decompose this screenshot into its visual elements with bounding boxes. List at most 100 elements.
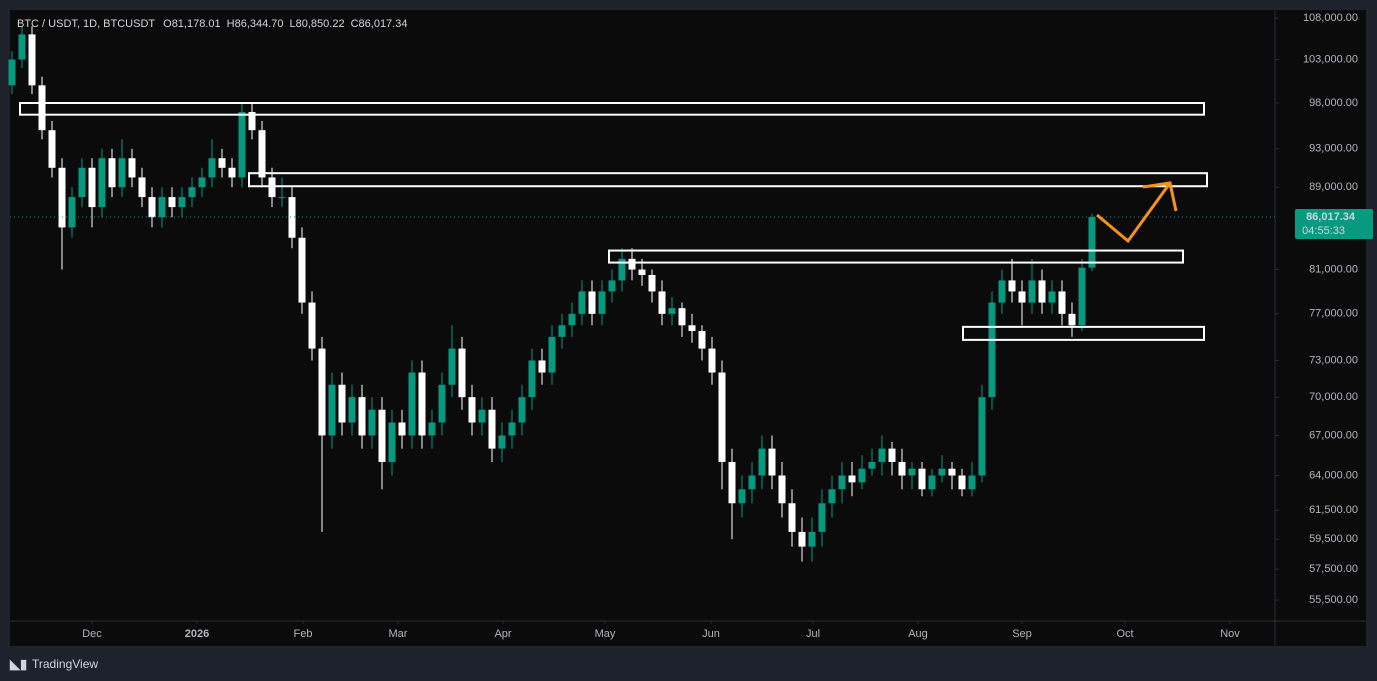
candle-body bbox=[648, 274, 656, 292]
legend-value: 81,178.01 bbox=[172, 18, 221, 30]
candle-body bbox=[468, 397, 476, 423]
chart-title: BTC / USDT, 1D, BTCUSDT bbox=[17, 18, 155, 30]
candle-body bbox=[68, 197, 76, 228]
candle-body bbox=[308, 302, 316, 349]
candle-body bbox=[1078, 267, 1086, 326]
candle-body bbox=[398, 422, 406, 436]
last-price-label: 86,017.34 bbox=[1306, 211, 1356, 223]
zone bbox=[608, 249, 1184, 264]
candle-body bbox=[98, 158, 106, 208]
candle-body bbox=[368, 409, 376, 436]
x-tick-label: Aug bbox=[908, 628, 928, 640]
legend-value: 86,344.70 bbox=[235, 18, 284, 30]
y-tick-label: 77,000.00 bbox=[1309, 308, 1358, 320]
candle-body bbox=[728, 461, 736, 504]
y-tick-label: 57,500.00 bbox=[1309, 563, 1358, 575]
candle-body bbox=[378, 409, 386, 462]
candle-body bbox=[618, 258, 626, 281]
candle-body bbox=[478, 409, 486, 423]
candle-body bbox=[498, 435, 506, 449]
candle-body bbox=[788, 503, 796, 532]
x-tick-label: Jul bbox=[806, 628, 820, 640]
candle-body bbox=[138, 177, 146, 198]
candle-body bbox=[528, 360, 536, 398]
candle-body bbox=[1068, 313, 1076, 326]
candle-body bbox=[388, 422, 396, 462]
candle-body bbox=[948, 468, 956, 476]
candle-body bbox=[458, 348, 466, 398]
candle-body bbox=[1088, 217, 1096, 268]
candle-body bbox=[1028, 280, 1036, 303]
candle-body bbox=[938, 468, 946, 476]
candle-body bbox=[258, 130, 266, 178]
candle-body bbox=[338, 384, 346, 423]
candle-body bbox=[568, 313, 576, 326]
branding: TradingView bbox=[32, 657, 98, 671]
y-tick-label: 67,000.00 bbox=[1309, 429, 1358, 441]
candle-body bbox=[698, 331, 706, 349]
candle-body bbox=[348, 397, 356, 423]
candle-body bbox=[8, 59, 16, 86]
candle-body bbox=[418, 372, 426, 436]
x-tick-label: Dec bbox=[82, 628, 102, 640]
candle-body bbox=[438, 384, 446, 423]
zone bbox=[19, 102, 1205, 116]
candle-body bbox=[828, 489, 836, 504]
candle-body bbox=[488, 409, 496, 449]
y-tick-label: 59,500.00 bbox=[1309, 533, 1358, 545]
candle-body bbox=[328, 384, 336, 436]
x-tick-label: Jun bbox=[702, 628, 720, 640]
countdown: 04:55:33 bbox=[1302, 225, 1345, 237]
candle-body bbox=[998, 280, 1006, 303]
candle-body bbox=[48, 130, 56, 168]
candle-body bbox=[778, 475, 786, 504]
candle-body bbox=[1008, 280, 1016, 292]
legend-key: L bbox=[290, 18, 296, 30]
legend-key: H bbox=[227, 18, 235, 30]
candle-body bbox=[628, 258, 636, 270]
candle-body bbox=[968, 475, 976, 490]
logo: ◣▮ TradingView bbox=[9, 656, 98, 671]
candle-body bbox=[168, 197, 176, 208]
candle-body bbox=[718, 372, 726, 462]
candle-body bbox=[518, 397, 526, 423]
y-tick-label: 70,000.00 bbox=[1309, 391, 1358, 403]
candle-body bbox=[188, 187, 196, 198]
legend-key: C bbox=[351, 18, 359, 30]
candle-body bbox=[88, 167, 96, 208]
candle-body bbox=[928, 475, 936, 490]
plot bbox=[8, 26, 1275, 562]
candle-body bbox=[888, 448, 896, 462]
candle-body bbox=[678, 308, 686, 326]
candle-body bbox=[898, 461, 906, 476]
candle-body bbox=[1048, 291, 1056, 303]
y-tick-label: 89,000.00 bbox=[1309, 181, 1358, 193]
candle-body bbox=[18, 34, 26, 60]
candle-body bbox=[78, 167, 86, 198]
candle-body bbox=[1018, 291, 1026, 303]
candle-body bbox=[688, 325, 696, 332]
y-tick-label: 81,000.00 bbox=[1309, 263, 1358, 275]
y-tick-label: 61,500.00 bbox=[1309, 504, 1358, 516]
candle-body bbox=[548, 336, 556, 373]
candle-body bbox=[858, 468, 866, 483]
candle-body bbox=[818, 503, 826, 532]
x-tick-label: Oct bbox=[1116, 628, 1133, 640]
candle-body bbox=[868, 461, 876, 469]
y-tick-label: 73,000.00 bbox=[1309, 354, 1358, 366]
candle-body bbox=[278, 197, 286, 199]
x-tick-label: Apr bbox=[494, 628, 511, 640]
y-tick-label: 108,000.00 bbox=[1303, 12, 1358, 24]
candle-body bbox=[508, 422, 516, 436]
x-tick-label: 2026 bbox=[185, 628, 209, 640]
x-tick-label: Nov bbox=[1220, 628, 1240, 640]
candle-body bbox=[318, 348, 326, 436]
candle-body bbox=[158, 197, 166, 218]
candle-body bbox=[768, 448, 776, 476]
y-tick-label: 93,000.00 bbox=[1309, 143, 1358, 155]
last-price-box bbox=[1295, 209, 1373, 240]
x-tick-label: May bbox=[595, 628, 616, 640]
header: BTC / USDT, 1D, BTCUSDT bbox=[17, 18, 155, 30]
chart-pane bbox=[10, 10, 1366, 646]
